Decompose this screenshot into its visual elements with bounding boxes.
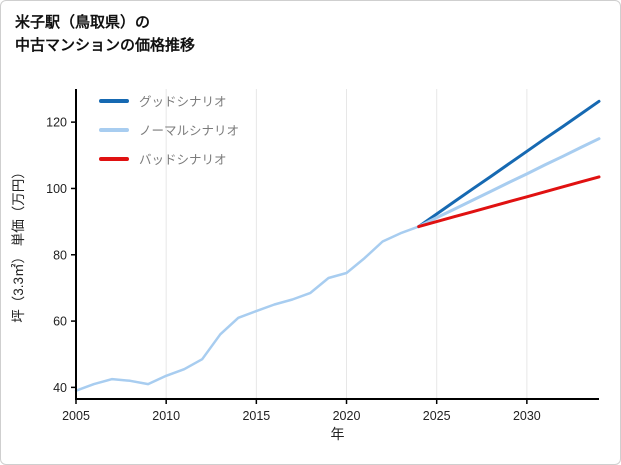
y-tick-label: 80	[53, 248, 67, 262]
chart-legend: グッドシナリオ ノーマルシナリオ バッドシナリオ	[99, 91, 239, 168]
legend-label-good: グッドシナリオ	[139, 95, 227, 109]
good-scenario-line-swatch	[99, 98, 129, 103]
x-tick-label: 2025	[423, 409, 451, 423]
gridlines	[165, 89, 528, 399]
x-tick-label: 2005	[62, 409, 90, 423]
y-tick-label: 100	[46, 182, 67, 196]
legend-item-normal: ノーマルシナリオ	[99, 120, 239, 139]
legend-label-normal: ノーマルシナリオ	[139, 124, 240, 138]
y-tick-label: 120	[46, 116, 67, 130]
legend-item-bad: バッドシナリオ	[99, 149, 239, 168]
price-trend-chart: 2005 2010 2015 2020 2025 2030 40 60 80 100 120 年 坪（3…	[1, 79, 620, 464]
y-axis-label: 坪（3.3㎡） 単価（万円）	[11, 165, 26, 323]
series-グッドシナリオ	[417, 99, 601, 229]
chart-title: 米子駅（鳥取県）の 中古マンションの価格推移	[15, 11, 195, 58]
series-実績	[74, 225, 420, 392]
series-lines	[74, 99, 601, 392]
series-ノーマルシナリオ	[417, 137, 601, 229]
axes	[75, 89, 599, 400]
normal-scenario-line-swatch	[99, 127, 129, 132]
bad-scenario-line-swatch	[99, 156, 129, 161]
y-tick-label: 60	[53, 315, 67, 329]
y-axis-ticks: 40 60 80 100 120	[46, 116, 76, 395]
x-axis-label: 年	[331, 426, 345, 442]
chart-title-line1: 米子駅（鳥取県）の	[15, 14, 151, 31]
series-バッドシナリオ	[417, 175, 601, 229]
x-tick-label: 2020	[333, 409, 361, 423]
chart-title-line2: 中古マンションの価格推移	[15, 37, 196, 55]
legend-item-good: グッドシナリオ	[99, 91, 239, 110]
y-tick-label: 40	[53, 381, 67, 395]
legend-label-bad: バッドシナリオ	[139, 153, 227, 167]
chart-canvas: 2005 2010 2015 2020 2025 2030 40 60 80 100 120 年 坪（3…	[11, 89, 601, 442]
x-tick-label: 2010	[152, 409, 180, 423]
x-tick-label: 2015	[242, 409, 270, 423]
x-tick-label: 2030	[513, 409, 541, 423]
x-axis-ticks: 2005 2010 2015 2020 2025 2030	[62, 399, 541, 423]
